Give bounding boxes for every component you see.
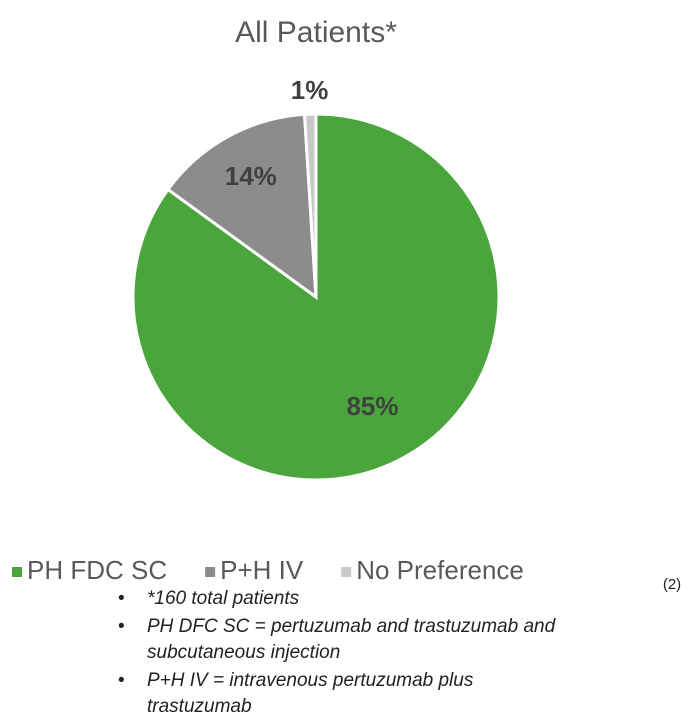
reference: (2) bbox=[663, 576, 681, 593]
pie-slice bbox=[165, 112, 318, 301]
legend-marker bbox=[205, 567, 216, 577]
data-label: 14% bbox=[225, 161, 277, 191]
legend-marker bbox=[341, 567, 352, 577]
pie-slice bbox=[302, 112, 318, 298]
data-label: 1% bbox=[291, 75, 329, 105]
data-label: 85% bbox=[346, 391, 398, 421]
note: P+H IV = intravenous pertuzumab plus tra… bbox=[118, 668, 578, 720]
legend-label: PH FDC SC bbox=[27, 555, 167, 585]
legend-marker bbox=[12, 567, 22, 577]
notes: *160 total patientsPH DFC SC = pertuzuma… bbox=[118, 586, 578, 722]
note: *160 total patients bbox=[118, 586, 578, 612]
legend-label: No Preference bbox=[356, 555, 524, 585]
chart-title: All Patients* bbox=[235, 16, 397, 49]
legend-label: P+H IV bbox=[220, 555, 304, 585]
note: PH DFC SC = pertuzumab and trastuzumab a… bbox=[118, 614, 578, 666]
